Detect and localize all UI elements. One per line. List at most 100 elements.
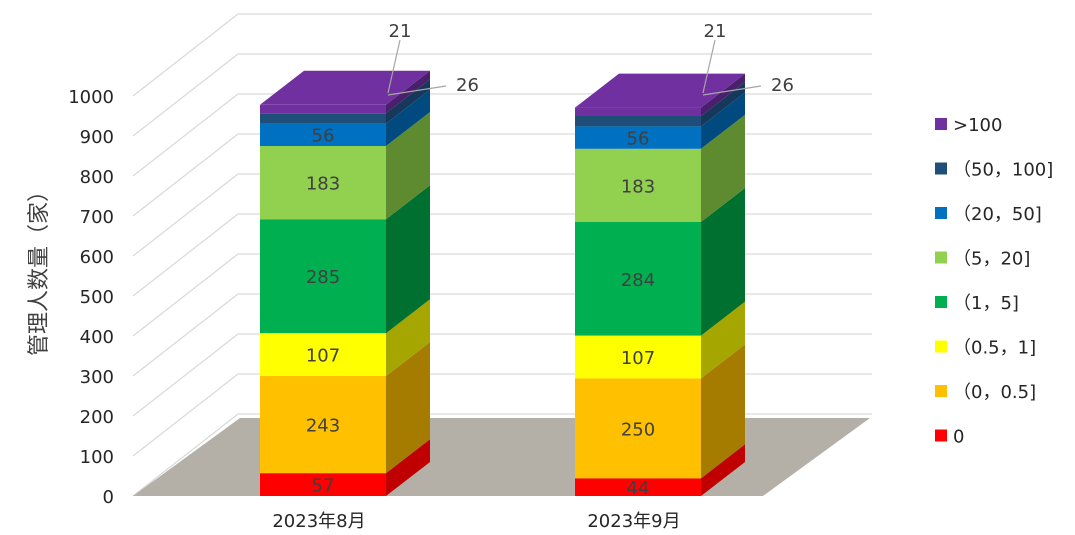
y-axis-title: 管理人数量（家） (27, 180, 52, 356)
bar-segment-side (701, 114, 745, 222)
gridline-side (132, 93, 239, 177)
data-label: 26 (456, 75, 479, 96)
bar-segment-side (701, 444, 745, 496)
bar-segment-side (386, 299, 430, 376)
bar-segment-front (260, 113, 386, 124)
y-tick-label: 300 (80, 367, 114, 388)
data-label: 183 (621, 176, 655, 197)
y-tick-label: 600 (80, 247, 114, 268)
legend-swatch (935, 207, 947, 219)
data-label: 57 (312, 476, 335, 497)
data-label: 107 (306, 346, 340, 367)
legend-swatch (935, 429, 947, 442)
bar-segment-side (386, 439, 430, 496)
y-tick-label: 900 (80, 127, 114, 148)
bar-segment-front (575, 378, 701, 479)
data-label: 56 (312, 126, 335, 147)
chart-floor (133, 418, 870, 496)
bar-segment-front (575, 126, 701, 149)
bar-segment-front (575, 222, 701, 336)
bar-segment-side (701, 82, 745, 127)
bar-segment-front (260, 376, 386, 474)
y-tick-label: 700 (80, 207, 114, 228)
bar-segment-front (575, 116, 701, 127)
gridline-side (132, 133, 239, 217)
gridline-side (132, 413, 239, 497)
bar-top-face (575, 73, 745, 108)
data-label: 284 (621, 270, 655, 291)
legend-label: （1，5] (953, 293, 1019, 314)
data-label: 250 (621, 419, 655, 440)
x-category-label: 2023年9月 (587, 511, 680, 532)
legend-label: （0，0.5] (953, 382, 1036, 403)
legend-swatch (935, 251, 947, 264)
leader-line (387, 85, 447, 96)
legend-swatch (935, 118, 947, 130)
data-label: 107 (621, 348, 655, 369)
y-tick-label: 200 (80, 407, 114, 428)
bar-segment-front (575, 107, 701, 116)
bar-segment-side (701, 73, 745, 116)
legend: >100 （50，100] （20，50] （5，20] （1，5] （0.5，1] （0，… (935, 115, 1053, 448)
bars: 57 243 107 285 183 56 26 21 44 250 107 284 183 56 26 21 (260, 21, 794, 499)
data-label: 44 (627, 478, 650, 499)
leader-line (387, 39, 401, 94)
y-axis: 0 100 200 300 400 500 600 700 800 900 1000 (68, 87, 114, 508)
bar-top-face (260, 70, 430, 105)
bar-segment-front (260, 104, 386, 114)
y-tick-label: 100 (80, 447, 114, 468)
gridline-side (132, 253, 239, 337)
gridline-side (132, 333, 239, 417)
bar-segment-front (575, 478, 701, 496)
legend-label: （5，20] (953, 249, 1030, 270)
legend-swatch (935, 340, 947, 353)
y-tick-label: 800 (80, 167, 114, 188)
x-category-label: 2023年8月 (272, 511, 365, 532)
data-label: 56 (627, 128, 650, 149)
data-label: 243 (306, 416, 340, 437)
data-label: 285 (306, 267, 340, 288)
y-tick-label: 500 (80, 287, 114, 308)
bar-segment-front (260, 146, 386, 220)
bar-segment-side (386, 89, 430, 146)
legend-swatch (935, 385, 947, 397)
legend-label: >100 (953, 115, 1002, 136)
gridline-side (132, 373, 239, 457)
legend-label: 0 (953, 427, 964, 448)
bar-segment-side (701, 92, 745, 149)
legend-swatch (935, 296, 947, 308)
bar-segment-side (386, 185, 430, 334)
y-tick-label: 400 (80, 327, 114, 348)
gridline-side (132, 53, 239, 137)
legend-label: （20，50] (953, 204, 1042, 225)
gridline-side (132, 173, 239, 257)
x-axis: 2023年8月 2023年9月 (272, 511, 680, 532)
bar-segment-side (701, 188, 745, 336)
data-label: 21 (389, 21, 412, 42)
legend-label: （50，100] (953, 160, 1053, 181)
legend-label: （0.5，1] (953, 338, 1036, 359)
bar-segment-front (575, 335, 701, 379)
bar-segment-side (701, 344, 745, 479)
data-label: 183 (306, 174, 340, 195)
bar-segment-front (575, 148, 701, 222)
gridline-side (132, 293, 239, 377)
gridline-side (132, 213, 239, 297)
legend-swatch (935, 162, 947, 175)
data-label: 26 (771, 75, 794, 96)
bar-segment-side (386, 342, 430, 474)
floor-plane (133, 418, 870, 496)
gridline-side (132, 13, 239, 97)
bar-segment-front (260, 473, 386, 496)
y-tick-label: 1000 (68, 87, 114, 108)
bar-segment-front (260, 123, 386, 146)
leader-line (702, 85, 762, 96)
leader-line (702, 39, 716, 94)
bar-segment-side (701, 301, 745, 379)
bar-segment-front (260, 333, 386, 376)
bar-segment-side (386, 112, 430, 220)
bar-segment-front (260, 219, 386, 334)
data-label: 21 (704, 21, 727, 42)
y-tick-label: 0 (103, 487, 114, 508)
